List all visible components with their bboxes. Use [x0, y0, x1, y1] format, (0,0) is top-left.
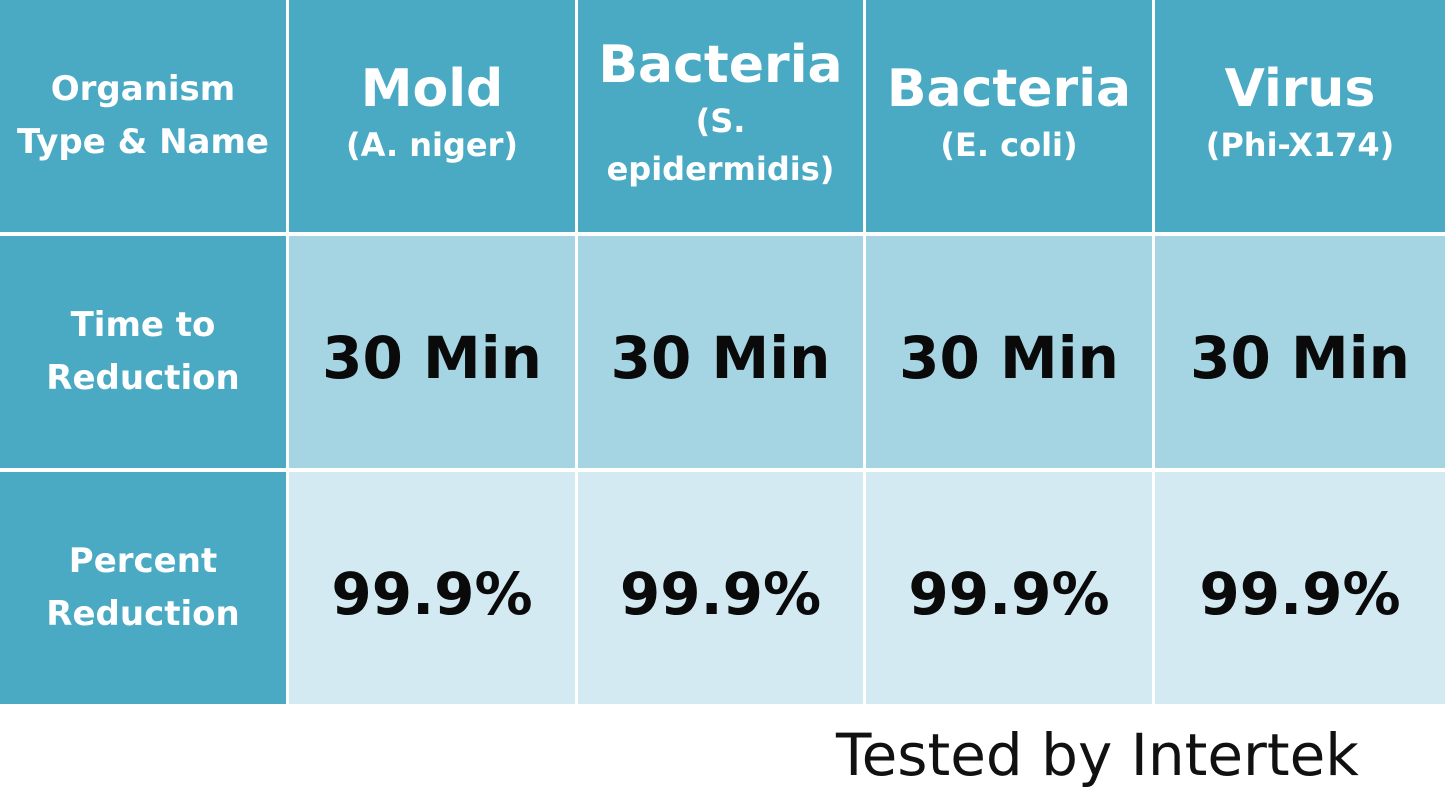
- time-value: 30 Min: [1190, 324, 1410, 392]
- table-cell: 99.9%: [289, 472, 578, 708]
- table-cell: 30 Min: [866, 236, 1155, 472]
- time-value: 30 Min: [899, 324, 1119, 392]
- results-table: Organism Type & Name Mold (A. niger) Bac…: [0, 0, 1445, 708]
- percent-value: 99.9%: [908, 560, 1110, 628]
- row-header-percent: Percent Reduction: [0, 472, 289, 708]
- table-cell: 99.9%: [1155, 472, 1445, 708]
- organism-header-mold: Mold (A. niger): [289, 0, 578, 236]
- table-cell: 99.9%: [578, 472, 866, 708]
- organism-name: (A. niger): [345, 126, 519, 164]
- percent-value: 99.9%: [1199, 560, 1401, 628]
- table-cell: 30 Min: [578, 236, 866, 472]
- organism-header-virus: Virus (Phi-X174): [1155, 0, 1445, 236]
- corner-label: Organism Type & Name: [17, 69, 269, 162]
- table-cell: 30 Min: [289, 236, 578, 472]
- organism-type: Bacteria: [886, 59, 1132, 119]
- tested-by-caption: Tested by Intertek: [836, 721, 1359, 789]
- time-value: 30 Min: [322, 324, 542, 392]
- time-value: 30 Min: [610, 324, 831, 392]
- table-cell: 30 Min: [1155, 236, 1445, 472]
- row-label: Percent Reduction: [46, 541, 240, 634]
- table-cell: 99.9%: [866, 472, 1155, 708]
- organism-name: (Phi-X174): [1205, 126, 1395, 164]
- organism-type: Bacteria: [598, 35, 843, 95]
- corner-header-cell: Organism Type & Name: [0, 0, 289, 236]
- percent-value: 99.9%: [331, 560, 533, 628]
- organism-type: Mold: [360, 59, 504, 119]
- organism-name: (E. coli): [940, 126, 1078, 164]
- organism-header-e-coli: Bacteria (E. coli): [866, 0, 1155, 236]
- row-label: Time to Reduction: [46, 305, 240, 398]
- organism-type: Virus: [1224, 59, 1376, 119]
- organism-name: (S. epidermidis): [606, 102, 835, 188]
- organism-header-s-epidermidis: Bacteria (S. epidermidis): [578, 0, 866, 236]
- row-header-time: Time to Reduction: [0, 236, 289, 472]
- percent-value: 99.9%: [619, 560, 822, 628]
